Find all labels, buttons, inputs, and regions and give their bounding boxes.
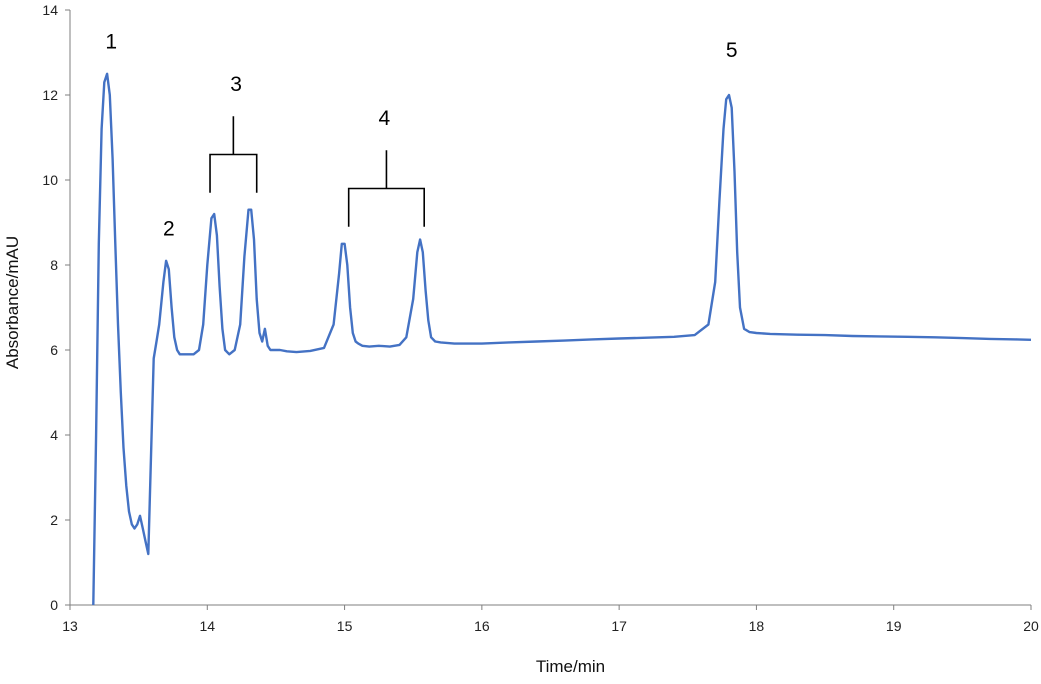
- peak-label-3: 3: [230, 73, 242, 96]
- x-tick-label: 19: [886, 618, 902, 634]
- peak-bracket-3: [209, 116, 258, 193]
- peak-label-2: 2: [163, 217, 175, 240]
- peak-bracket-4: [347, 150, 425, 227]
- x-tick-label: 13: [62, 618, 78, 634]
- x-axis-ticks: 13 14 15 16 17 18 19 20: [62, 605, 1039, 634]
- x-axis-label: Time/min: [536, 657, 605, 676]
- y-tick-label: 4: [50, 427, 58, 443]
- x-tick-label: 20: [1023, 618, 1039, 634]
- y-tick-label: 14: [42, 2, 58, 18]
- absorbance-series-line: [92, 72, 1032, 606]
- x-tick-label: 18: [749, 618, 765, 634]
- x-tick-label: 15: [337, 618, 353, 634]
- y-tick-label: 8: [50, 257, 58, 273]
- peak-label-5: 5: [726, 39, 738, 62]
- x-tick-label: 17: [611, 618, 627, 634]
- x-tick-label: 16: [474, 618, 490, 634]
- peak-label-1: 1: [105, 30, 117, 53]
- peak-annotations: 1 2 3 4 5: [105, 30, 737, 240]
- y-tick-label: 12: [42, 87, 58, 103]
- y-axis-label: Absorbance/mAU: [3, 236, 22, 369]
- y-tick-label: 6: [50, 342, 58, 358]
- peak-label-4: 4: [379, 107, 391, 130]
- y-tick-label: 2: [50, 512, 58, 528]
- x-tick-label: 14: [199, 618, 215, 634]
- y-axis-ticks: 0 2 4 6 8 10 12 14: [42, 2, 70, 613]
- y-tick-label: 10: [42, 172, 58, 188]
- y-tick-label: 0: [50, 597, 58, 613]
